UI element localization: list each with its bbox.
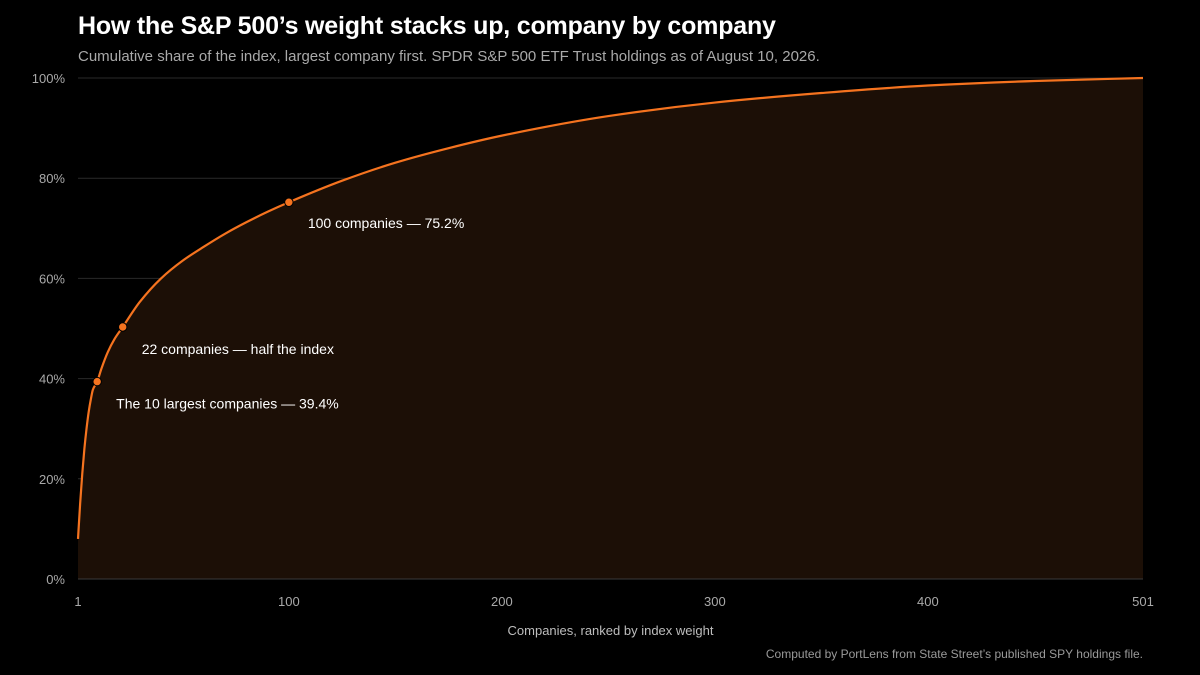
annotation-point xyxy=(118,322,128,332)
cumulative-area xyxy=(78,78,1143,579)
y-tick-label: 0% xyxy=(46,572,65,587)
x-axis-ticks: 1 100 200 300 400 501 xyxy=(74,594,1153,609)
annotation-label: 22 companies — half the index xyxy=(142,341,334,357)
y-axis-ticks: 0% 20% 40% 60% 80% 100% xyxy=(32,71,66,587)
annotation-points: The 10 largest companies — 39.4% 22 compa… xyxy=(92,197,464,412)
x-tick-label: 200 xyxy=(491,594,513,609)
y-tick-label: 40% xyxy=(39,372,65,387)
y-tick-label: 20% xyxy=(39,472,65,487)
chart-subtitle: Cumulative share of the index, largest c… xyxy=(78,48,820,65)
x-tick-label: 100 xyxy=(278,594,300,609)
annotation-label: 100 companies — 75.2% xyxy=(308,215,464,231)
y-tick-label: 100% xyxy=(32,71,66,86)
x-tick-label: 501 xyxy=(1132,594,1154,609)
cumulative-line xyxy=(76,76,1144,539)
y-tick-label: 60% xyxy=(39,271,65,286)
x-axis-label: Companies, ranked by index weight xyxy=(508,623,714,638)
x-tick-label: 400 xyxy=(917,594,939,609)
x-tick-label: 300 xyxy=(704,594,726,609)
annotation-point xyxy=(284,197,294,207)
source-note: Computed by PortLens from State Street’s… xyxy=(765,647,1143,661)
annotation-label: The 10 largest companies — 39.4% xyxy=(116,396,339,412)
annotation-point xyxy=(92,376,102,387)
x-tick-label: 1 xyxy=(74,594,81,609)
y-tick-label: 80% xyxy=(39,171,65,186)
chart-title: How the S&P 500’s weight stacks up, comp… xyxy=(78,12,776,40)
